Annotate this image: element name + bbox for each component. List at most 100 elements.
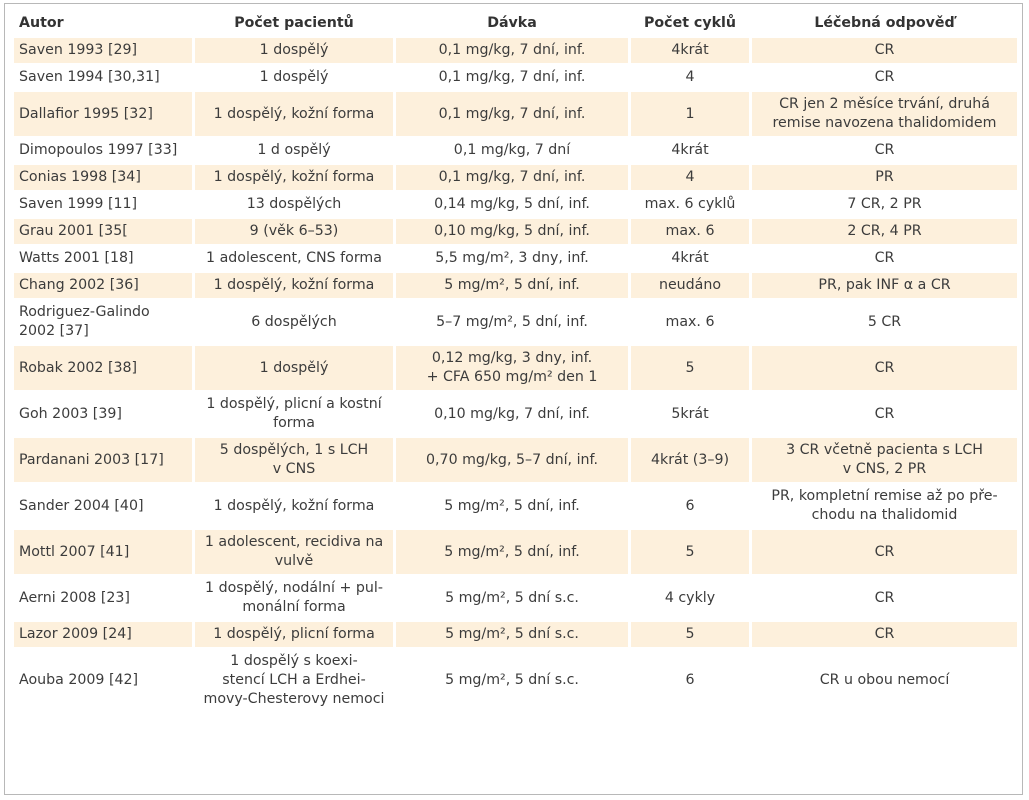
cell-dose: 0,14 mg/kg, 5 dní, inf. bbox=[396, 192, 628, 217]
cell-text: PR, pak INF α a CR bbox=[818, 277, 951, 293]
header-cycles: Počet cyklů bbox=[631, 10, 749, 36]
cell-patients: 1 dospělý, kožní forma bbox=[195, 92, 393, 136]
cell-text: 5 mg/m², 5 dní s.c. bbox=[445, 589, 579, 606]
cell-text: 1 dospělý, kožní forma bbox=[213, 277, 375, 293]
cell-cycles: 1 bbox=[631, 92, 749, 136]
cell-dose: 0,70 mg/kg, 5–7 dní, inf. bbox=[396, 438, 628, 482]
cell-text: 9 (věk 6–53) bbox=[249, 223, 339, 239]
table-row: Grau 2001 [35[ 9 (věk 6–53) 0,10 mg/kg, 5 … bbox=[14, 219, 1017, 244]
cell-text: 0,14 mg/kg, 5 dní, inf. bbox=[434, 196, 590, 212]
cell-patients: 1 dospělý s koexi-stencí LCH a Erdhei-mo… bbox=[195, 649, 393, 711]
cell-text: 0,10 mg/kg, 5 dní, inf. bbox=[434, 223, 590, 239]
cell-text: Dimopoulos 1997 [33] bbox=[19, 142, 178, 158]
table-row: Sander 2004 [40] 1 dospělý, kožní forma 5 … bbox=[14, 484, 1017, 528]
header-response: Léčebná odpověď bbox=[752, 10, 1017, 36]
cell-author: Grau 2001 [35[ bbox=[14, 219, 192, 244]
cell-response: CR jen 2 měsíce trvání, druhá remise navo… bbox=[752, 92, 1017, 136]
cell-response: PR bbox=[752, 165, 1017, 190]
cell-text: 1 dospělý, nodální + pul- bbox=[205, 580, 383, 596]
cell-cycles: 5 bbox=[631, 346, 749, 390]
cell-text: movy-Chesterovy nemoci bbox=[203, 690, 385, 707]
cell-text: 5 bbox=[685, 359, 695, 376]
cell-text: 5 mg/m², 5 dní, inf. bbox=[444, 497, 580, 514]
cell-cycles: max. 6 bbox=[631, 219, 749, 244]
cell-text: CR bbox=[874, 543, 895, 560]
cell-response: CR bbox=[752, 38, 1017, 63]
header-dose: Dávka bbox=[396, 10, 628, 36]
cell-text: 0,1 mg/kg, 7 dní bbox=[453, 142, 571, 158]
cell-text: 1 adolescent, recidiva na bbox=[204, 534, 384, 550]
cell-text: 1 d ospělý bbox=[257, 142, 331, 158]
cell-author: Goh 2003 [39] bbox=[14, 392, 192, 436]
cell-text: 5–7 mg/m², 5 dní, inf. bbox=[436, 313, 588, 330]
cell-dose: 0,1 mg/kg, 7 dní, inf. bbox=[396, 165, 628, 190]
cell-text: 1 bbox=[685, 105, 695, 122]
cell-patients: 1 dospělý, kožní forma bbox=[195, 484, 393, 528]
cell-response: CR bbox=[752, 346, 1017, 390]
cell-dose: 5 mg/m², 5 dní, inf. bbox=[396, 273, 628, 298]
cell-response: CR u obou nemocí bbox=[752, 649, 1017, 711]
cell-text: Rodriguez-Galindo bbox=[19, 304, 150, 320]
treatment-table: Autor Počet pacientů Dávka Počet cyklů L… bbox=[11, 8, 1020, 713]
cell-text: 5 mg/m², 5 dní, inf. bbox=[444, 277, 580, 293]
cell-text: 1 dospělý, kožní forma bbox=[213, 497, 375, 514]
table-row: Aouba 2009 [42] 1 dospělý s koexi-stencí … bbox=[14, 649, 1017, 711]
cell-response: CR bbox=[752, 530, 1017, 574]
cell-text: 1 dospělý, plicní forma bbox=[213, 626, 375, 642]
cell-text: 0,1 mg/kg, 7 dní, inf. bbox=[438, 105, 586, 122]
cell-cycles: max. 6 bbox=[631, 300, 749, 344]
cell-text: 5 mg/m², 5 dní s.c. bbox=[445, 671, 579, 688]
table-row: Dallafior 1995 [32] 1 dospělý, kožní form… bbox=[14, 92, 1017, 136]
table-frame: Autor Počet pacientů Dávka Počet cyklů L… bbox=[4, 3, 1023, 795]
cell-text: 4 bbox=[685, 169, 695, 185]
cell-text: PR, kompletní remise až po pře- bbox=[771, 488, 998, 504]
cell-text: 13 dospělých bbox=[246, 196, 342, 212]
cell-text: 3 CR včetně pacienta s LCH bbox=[786, 442, 983, 458]
cell-text: monální forma bbox=[242, 599, 346, 615]
cell-response: 7 CR, 2 PR bbox=[752, 192, 1017, 217]
cell-response: CR bbox=[752, 622, 1017, 647]
cell-author: Aerni 2008 [23] bbox=[14, 576, 192, 620]
cell-text: CR bbox=[874, 589, 895, 606]
table-row: Watts 2001 [18] 1 adolescent, CNS forma 5,… bbox=[14, 246, 1017, 271]
cell-text: 4krát bbox=[671, 250, 709, 266]
cell-dose: 0,10 mg/kg, 5 dní, inf. bbox=[396, 219, 628, 244]
table-row: Aerni 2008 [23] 1 dospělý, nodální + pul-… bbox=[14, 576, 1017, 620]
cell-text: Goh 2003 [39] bbox=[19, 405, 122, 422]
cell-text: 6 bbox=[685, 671, 695, 688]
cell-text: CR u obou nemocí bbox=[819, 671, 950, 688]
table-row: Dimopoulos 1997 [33] 1 d ospělý 0,1 mg/kg,… bbox=[14, 138, 1017, 163]
cell-text: CR bbox=[874, 359, 895, 376]
cell-dose: 0,10 mg/kg, 7 dní, inf. bbox=[396, 392, 628, 436]
cell-patients: 1 dospělý bbox=[195, 38, 393, 63]
cell-author: Chang 2002 [36] bbox=[14, 273, 192, 298]
cell-cycles: 6 bbox=[631, 484, 749, 528]
cell-text: 2002 [37] bbox=[19, 323, 89, 339]
cell-patients: 1 dospělý, plicní a kostní forma bbox=[195, 392, 393, 436]
cell-text: CR bbox=[874, 626, 895, 642]
cell-text: vulvě bbox=[274, 553, 314, 569]
cell-response: PR, kompletní remise až po pře-chodu na … bbox=[752, 484, 1017, 528]
cell-dose: 0,12 mg/kg, 3 dny, inf. + CFA 650 mg/m² d… bbox=[396, 346, 628, 390]
cell-text: 0,12 mg/kg, 3 dny, inf. bbox=[431, 350, 593, 366]
table-row: Saven 1994 [30,31] 1 dospělý 0,1 mg/kg, 7 … bbox=[14, 65, 1017, 90]
cell-text: 5 CR bbox=[867, 313, 902, 330]
cell-response: CR bbox=[752, 576, 1017, 620]
cell-author: Dallafior 1995 [32] bbox=[14, 92, 192, 136]
cell-author: Saven 1993 [29] bbox=[14, 38, 192, 63]
cell-patients: 1 d ospělý bbox=[195, 138, 393, 163]
cell-patients: 1 adolescent, CNS forma bbox=[195, 246, 393, 271]
cell-text: 5 dospělých, 1 s LCH bbox=[219, 442, 369, 458]
cell-response: CR bbox=[752, 65, 1017, 90]
cell-dose: 0,1 mg/kg, 7 dní, inf. bbox=[396, 65, 628, 90]
cell-text: v CNS, 2 PR bbox=[842, 461, 927, 477]
cell-text: 5,5 mg/m², 3 dny, inf. bbox=[435, 250, 589, 266]
cell-author: Sander 2004 [40] bbox=[14, 484, 192, 528]
cell-text: Saven 1999 [11] bbox=[19, 196, 138, 212]
cell-text: neudáno bbox=[658, 277, 722, 293]
cell-text: CR bbox=[874, 250, 895, 266]
cell-cycles: 5 bbox=[631, 622, 749, 647]
cell-patients: 9 (věk 6–53) bbox=[195, 219, 393, 244]
cell-response: 3 CR včetně pacienta s LCH v CNS, 2 PR bbox=[752, 438, 1017, 482]
cell-text: 1 dospělý, kožní forma bbox=[213, 169, 375, 185]
